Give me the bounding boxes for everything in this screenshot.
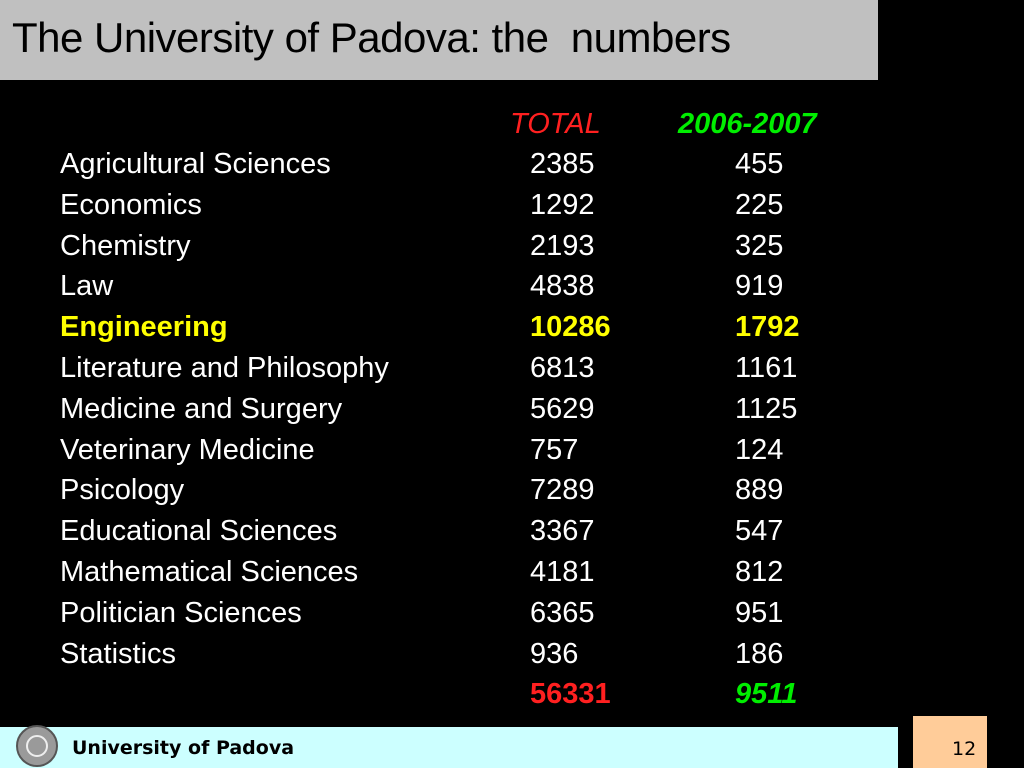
footer-text: University of Padova <box>72 737 295 759</box>
cell-value: 1161 <box>735 352 798 384</box>
page-number: 12 <box>952 738 977 760</box>
cell-value: 6365 <box>530 596 595 629</box>
cell-value: 1792 <box>735 311 800 344</box>
cell-value: 812 <box>735 556 784 588</box>
cell-value: 4181 <box>530 556 595 588</box>
slide-title: The University of Padova: the numbers <box>12 14 731 61</box>
row-label: Educational Sciences <box>60 515 338 548</box>
cell-value: 1292 <box>530 188 595 221</box>
cell-value: 225 <box>735 188 784 221</box>
title-bar <box>0 0 878 80</box>
cell-value: 2385 <box>530 148 595 180</box>
cell-value: 1125 <box>735 392 798 425</box>
cell-value: 889 <box>735 474 784 507</box>
row-label: Chemistry <box>60 229 191 262</box>
cell-value: 936 <box>530 637 579 670</box>
cell-value: 10286 <box>530 311 611 344</box>
cell-value: 2193 <box>530 229 595 262</box>
cell-value: 951 <box>735 596 784 629</box>
row-label: Veterinary Medicine <box>60 433 315 466</box>
logo-inner <box>26 735 48 757</box>
cell-value: 7289 <box>530 474 595 507</box>
row-label: Economics <box>60 188 202 221</box>
cell-value: 757 <box>530 433 579 466</box>
cell-value: 5629 <box>530 392 595 425</box>
row-label: Engineering <box>60 311 228 344</box>
row-label: Statistics <box>60 637 177 670</box>
cell-value: 4838 <box>530 270 595 303</box>
cell-value: 547 <box>735 515 784 548</box>
cell-value: 3367 <box>530 515 595 548</box>
page-box <box>913 716 987 768</box>
row-label: Literature and Philosophy <box>60 352 389 384</box>
row-label: Agricultural Sciences <box>60 148 331 180</box>
cell-value: 455 <box>735 148 784 180</box>
footer-bar <box>0 727 898 768</box>
row-label: Politician Sciences <box>60 596 302 629</box>
cell-value: 325 <box>735 229 784 262</box>
total-value: 56331 <box>530 678 611 711</box>
cell-value: 124 <box>735 433 784 466</box>
row-label: Psicology <box>60 474 185 507</box>
cell-value: 6813 <box>530 352 595 384</box>
row-label: Law <box>60 270 114 303</box>
row-label: Mathematical Sciences <box>60 556 359 588</box>
column-header: 2006-2007 <box>678 108 817 140</box>
total-value: 9511 <box>735 678 798 711</box>
cell-value: 186 <box>735 637 784 670</box>
column-header: TOTAL <box>510 108 601 140</box>
cell-value: 919 <box>735 270 784 303</box>
row-label: Medicine and Surgery <box>60 392 343 425</box>
